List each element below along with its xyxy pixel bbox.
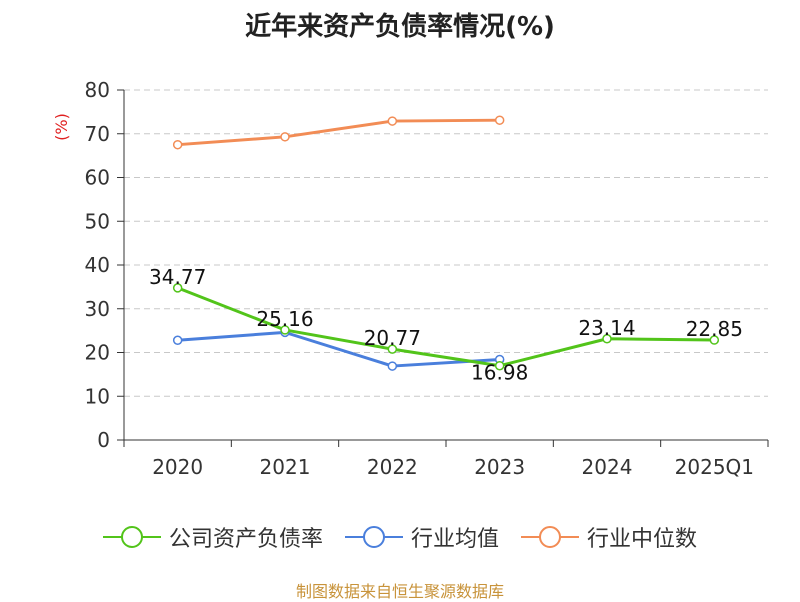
data-point-2 [387, 116, 398, 126]
legend-swatch [344, 526, 403, 548]
y-axis-label: (%) [52, 113, 71, 141]
chart-title: 近年来资产负债率情况(%) [245, 12, 555, 42]
data-point-2 [172, 139, 183, 150]
y-tick-label: 80 [85, 78, 110, 102]
series-line-0 [177, 286, 715, 368]
y-tick-label: 60 [85, 166, 110, 190]
legend-item[interactable]: 行业均值 [344, 521, 499, 553]
y-tick-label: 0 [97, 428, 110, 452]
legend-label: 行业中位数 [587, 527, 698, 552]
data-point-2 [280, 132, 290, 142]
series-line-2 [177, 118, 500, 147]
y-tick-label: 50 [85, 209, 110, 233]
legend-label: 行业均值 [410, 527, 499, 552]
x-tick-label: 2022 [367, 455, 418, 479]
y-tick-label: 70 [85, 122, 110, 146]
y-tick-label: 40 [85, 253, 110, 277]
source-note: 制图数据来自恒生聚源数据库 [295, 582, 504, 601]
legend-label: 公司资产负债率 [168, 527, 323, 552]
data-point-0 [709, 335, 720, 345]
data-point-2 [494, 115, 505, 125]
data-point-0 [172, 283, 183, 293]
y-tick-label: 10 [85, 384, 110, 408]
y-tick-label: 30 [85, 297, 110, 321]
legend-item[interactable]: 行业中位数 [521, 521, 697, 553]
series-line-1 [177, 330, 500, 368]
data-point-0 [387, 344, 398, 354]
legend-item[interactable]: 公司资产负债率 [102, 521, 323, 553]
data-point-0 [602, 334, 612, 344]
data-label: 20.77 [364, 326, 421, 350]
data-label: 25.16 [256, 307, 313, 331]
data-label: 22.85 [686, 317, 743, 341]
x-tick-label: 2020 [152, 455, 203, 479]
data-label: 16.98 [471, 361, 528, 385]
data-point-0 [494, 360, 505, 371]
legend-swatch [521, 526, 579, 548]
data-point-0 [280, 325, 290, 335]
x-tick-label: 2021 [260, 455, 311, 479]
legend-swatch [102, 526, 161, 548]
data-point-1 [172, 335, 183, 345]
x-tick-label: 2023 [474, 455, 525, 479]
x-tick-label: 2024 [582, 455, 633, 479]
data-point-1 [387, 361, 398, 371]
data-label: 34.77 [149, 265, 206, 289]
legend: 公司资产负债率 行业均值 行业中位数 [0, 520, 800, 554]
data-label: 23.14 [578, 316, 635, 340]
y-tick-label: 20 [85, 341, 110, 365]
x-tick-label: 2025Q1 [675, 455, 754, 479]
